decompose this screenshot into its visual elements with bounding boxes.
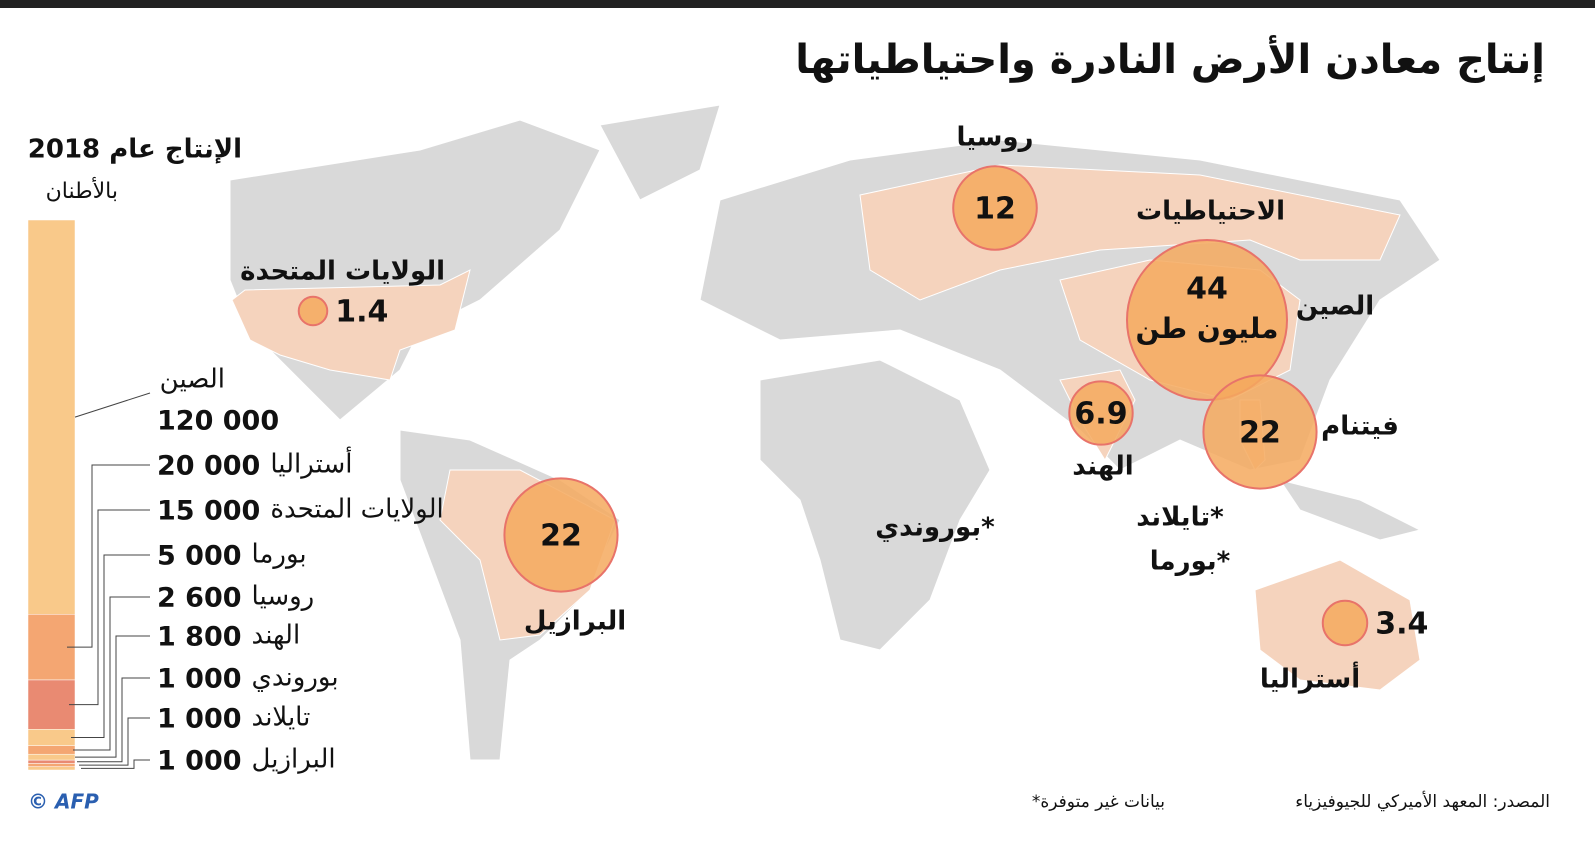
- no-data-label: بوروندي*: [875, 513, 995, 543]
- production-country: بورما: [252, 540, 307, 570]
- bubble-unit: مليون طن: [1136, 312, 1279, 345]
- leader-line: [69, 509, 150, 706]
- production-country: البرازيل: [252, 745, 336, 775]
- production-country: تايلاند: [252, 703, 311, 733]
- land: [1278, 479, 1422, 541]
- production-value: 1 800: [157, 622, 242, 653]
- leader-line: [79, 717, 150, 766]
- land: [759, 359, 991, 651]
- credit: © AFP: [28, 790, 99, 814]
- country-label: فيتنام: [1321, 412, 1399, 442]
- bubble-value: 12: [974, 192, 1016, 227]
- bubble-value: 1.4: [335, 295, 388, 330]
- production-value: 15 000: [157, 496, 260, 527]
- leader-line: [67, 464, 150, 648]
- leader-line: [74, 392, 151, 418]
- no-data-label: تايلاند*: [1136, 503, 1224, 533]
- land: [599, 104, 721, 201]
- production-value: 120 000: [157, 406, 279, 437]
- bubble-value: 22: [540, 519, 582, 554]
- title: إنتاج معادن الأرض النادرة واحتياطياتها: [795, 34, 1545, 83]
- bar-segment: [27, 759, 76, 764]
- leader-line: [81, 759, 150, 769]
- bar-segment: [27, 219, 76, 615]
- top-band: [0, 0, 1595, 8]
- production-country: الصين: [160, 365, 225, 395]
- production-country: الولايات المتحدة: [270, 495, 443, 525]
- country-label: أستراليا: [1260, 662, 1360, 695]
- production-value: 20 000: [157, 451, 260, 482]
- country-label: الصين: [1296, 292, 1374, 322]
- production-country: أستراليا: [270, 446, 352, 480]
- production-value: 5 000: [157, 541, 242, 572]
- bar-segment: [27, 679, 76, 730]
- bubble-value: 3.4: [1375, 607, 1428, 642]
- bar-segment: [27, 753, 76, 761]
- country-label: البرازيل: [524, 607, 626, 637]
- usa: [231, 269, 471, 381]
- leader-line: [73, 596, 150, 751]
- country-label: الولايات المتحدة: [240, 257, 445, 287]
- bar-segment: [27, 766, 76, 771]
- production-value: 1 000: [157, 746, 242, 777]
- production-value: 2 600: [157, 583, 242, 614]
- production-country: الهند: [252, 621, 301, 651]
- bubble-value: 6.9: [1074, 397, 1127, 432]
- note: *بيانات غير متوفرة: [1032, 792, 1165, 812]
- leader-line: [75, 635, 150, 758]
- bubble-value: 22: [1239, 416, 1281, 451]
- bubble: [503, 477, 619, 593]
- bar-segment: [27, 763, 76, 767]
- production-country: بوروندي: [252, 663, 339, 693]
- country-label: روسيا: [956, 123, 1033, 153]
- reserves-title: الاحتياطيات: [1136, 197, 1285, 227]
- bar-segment: [27, 729, 76, 746]
- bar-segment: [27, 745, 76, 755]
- bubble: [1202, 374, 1318, 490]
- bubble: [1068, 380, 1134, 446]
- bubble-value: 44: [1186, 272, 1228, 307]
- production-title: الإنتاج عام 2018: [28, 135, 242, 165]
- bubble: [1321, 599, 1369, 647]
- production-unit: بالأطنان: [46, 177, 118, 204]
- leader-line: [77, 677, 150, 763]
- bubble: [1126, 239, 1288, 401]
- country-label: الهند: [1072, 452, 1133, 482]
- source: المصدر: المعهد الأميركي للجيوفيزياء: [1295, 791, 1550, 812]
- bubble: [297, 295, 329, 327]
- production-country: روسيا: [252, 582, 315, 612]
- no-data-label: بورما*: [1150, 547, 1231, 577]
- bubble: [952, 165, 1038, 251]
- production-value: 1 000: [157, 664, 242, 695]
- production-value: 1 000: [157, 704, 242, 735]
- leader-line: [71, 554, 150, 738]
